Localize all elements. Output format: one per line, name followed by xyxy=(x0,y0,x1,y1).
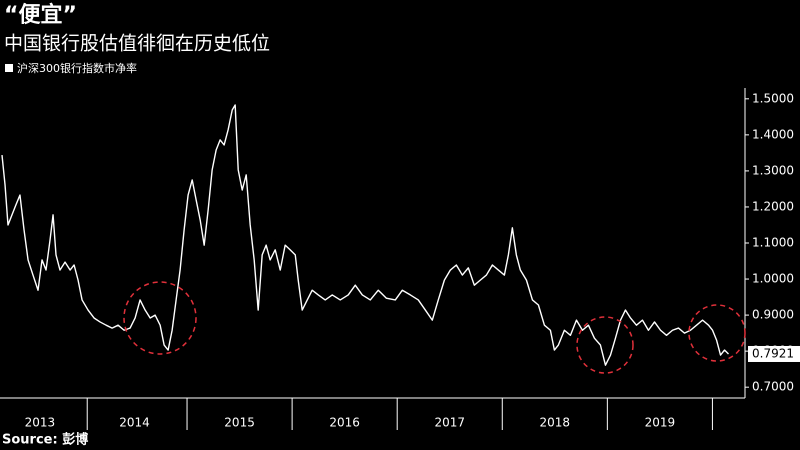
annotations xyxy=(123,281,746,374)
x-tick-label: 2017 xyxy=(434,416,465,430)
legend-label: 沪深300银行指数市净率 xyxy=(17,61,137,75)
chart-subtitle: 中国银行股估值徘徊在历史低位 xyxy=(4,33,270,55)
x-tick-label: 2013 xyxy=(25,416,56,430)
x-tick-label: 2016 xyxy=(329,416,360,430)
y-tick-label: 1.5000 xyxy=(752,91,794,105)
chart-title: “便宜” xyxy=(4,2,77,28)
y-tick-label: 0.9000 xyxy=(752,308,794,322)
y-tick-label: 0.7000 xyxy=(752,380,794,394)
y-tick-label: 1.1000 xyxy=(752,236,794,250)
y-tick-label: 1.0000 xyxy=(752,272,794,286)
y-tick-label: 1.3000 xyxy=(752,163,794,177)
legend-swatch xyxy=(5,64,13,72)
last-value-label: 0.7921 xyxy=(752,346,794,360)
y-tick-label: 1.4000 xyxy=(752,127,794,141)
x-tick-label: 2015 xyxy=(224,416,255,430)
highlight-circle xyxy=(688,304,746,362)
x-tick-label: 2019 xyxy=(645,416,676,430)
source: Source: 彭博 xyxy=(2,432,88,448)
highlight-circle xyxy=(576,316,634,374)
last-value-box xyxy=(748,345,800,362)
x-tick-label: 2014 xyxy=(119,416,150,430)
series-line xyxy=(1,104,729,366)
y-tick-label: 1.2000 xyxy=(752,199,794,213)
highlight-circle xyxy=(123,281,197,355)
x-tick-label: 2018 xyxy=(540,416,571,430)
